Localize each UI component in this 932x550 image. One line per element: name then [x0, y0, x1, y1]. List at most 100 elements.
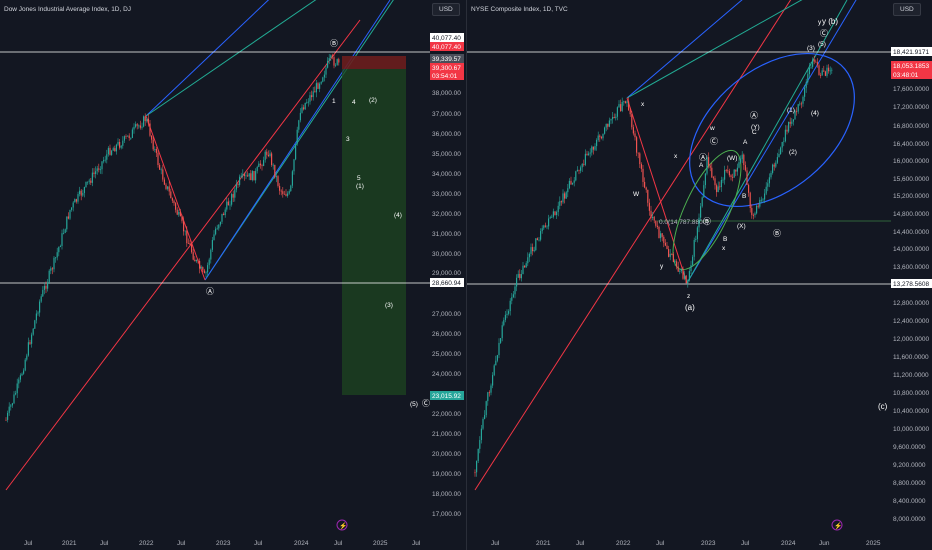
candle — [231, 194, 233, 205]
candle — [581, 163, 583, 168]
candle — [764, 193, 766, 200]
candle — [58, 247, 60, 253]
chart-title: Dow Jones Industrial Average Index, 1D, … — [4, 6, 132, 13]
candle — [794, 111, 796, 120]
candle — [168, 186, 170, 192]
candle — [773, 164, 775, 167]
channel-line-mid-2 — [686, 0, 848, 284]
candle — [549, 217, 551, 219]
candle — [34, 320, 36, 329]
candle — [10, 405, 12, 407]
candle — [784, 129, 786, 142]
wave-label-X: (X) — [737, 223, 746, 230]
candle — [106, 154, 108, 160]
candle — [696, 227, 698, 240]
price-axis-label: 14,800.0000 — [893, 211, 930, 218]
candle — [706, 157, 708, 174]
nya-chart-panel[interactable]: NYSE Composite Index, 1D, TVC USD 0.0(14… — [466, 0, 932, 550]
lightning-icon-glyph: ⚡ — [339, 522, 347, 530]
candle — [810, 66, 812, 68]
wave-label-Bb: B — [723, 236, 727, 243]
chart-title: NYSE Composite Index, 1D, TVC — [471, 6, 568, 13]
candle — [543, 225, 545, 229]
channel-line-lower — [5, 19, 361, 491]
candle — [623, 101, 625, 103]
time-axis-label: 2022 — [616, 540, 631, 547]
price-tag-price-text: 18,053.1853 — [893, 63, 930, 70]
candle — [159, 165, 161, 170]
candle — [700, 206, 702, 218]
candle — [624, 101, 626, 104]
candle — [263, 160, 265, 167]
price-axis-label: 20,000.00 — [432, 451, 461, 458]
candle — [191, 244, 193, 253]
channel-line-upper-2 — [686, 0, 857, 284]
candle — [476, 461, 478, 473]
candle — [565, 192, 567, 199]
candle — [267, 154, 269, 157]
candle — [48, 270, 50, 283]
price-axis-label: 8,000.0000 — [893, 516, 926, 523]
candle — [223, 213, 225, 216]
wave-label-w2: (2) — [369, 97, 377, 104]
wave-label-Bc: Ⓑ — [773, 229, 781, 238]
candle — [808, 67, 810, 75]
candle — [567, 188, 569, 193]
candle — [640, 164, 642, 169]
candle — [672, 254, 674, 262]
candle — [496, 355, 498, 361]
currency-button[interactable]: USD — [893, 3, 921, 16]
candle — [599, 135, 601, 137]
candle — [770, 172, 772, 178]
time-axis-label: Jul — [576, 540, 585, 547]
candle — [597, 135, 599, 141]
wave-label-A: Ⓐ — [206, 287, 214, 296]
candle — [800, 103, 802, 105]
candle — [703, 185, 705, 198]
dji-chart-panel[interactable]: Dow Jones Industrial Average Index, 1D, … — [0, 0, 466, 550]
candle — [644, 181, 646, 188]
candle — [517, 273, 519, 278]
candle — [608, 120, 610, 127]
candle — [701, 197, 703, 207]
price-tag-close-text: 39,300.67 — [432, 65, 461, 72]
dji-chart-canvas[interactable]: 38,000.00 37,000.00 36,000.00 35,000.00 34,0… — [0, 0, 466, 550]
price-tag-top_line — [891, 47, 932, 56]
candle — [237, 183, 239, 185]
candle — [637, 152, 639, 154]
candle — [226, 201, 228, 210]
time-axis-label: 2023 — [701, 540, 716, 547]
candle — [802, 96, 804, 104]
time-axis-label: 2024 — [294, 540, 309, 547]
wave-label-w5: (5) — [818, 41, 826, 48]
candle — [247, 175, 249, 177]
candle — [141, 126, 143, 128]
candle — [303, 107, 305, 110]
candle — [629, 110, 631, 115]
wave-label-yb: y (b) — [822, 17, 838, 26]
candle — [538, 239, 540, 241]
price-tag-top_line-text: 40,077.40 — [432, 35, 461, 42]
candle — [144, 116, 146, 122]
candle — [135, 124, 137, 127]
wave-label-Y: (Y) — [751, 124, 760, 131]
price-axis-label: 10,400.0000 — [893, 408, 930, 415]
wave-label-x3: x — [674, 153, 678, 160]
candle — [127, 135, 129, 137]
candle — [485, 401, 487, 416]
price-axis-label: 36,000.00 — [432, 131, 461, 138]
wave-label-Ac: A — [743, 139, 748, 146]
wave-label-w2: (2) — [789, 149, 797, 156]
candle — [583, 163, 585, 165]
candle — [61, 233, 63, 246]
currency-button[interactable]: USD — [432, 3, 460, 16]
candle — [277, 176, 279, 186]
candle — [655, 220, 657, 226]
time-axis-label: 2025 — [866, 540, 881, 547]
candle — [269, 153, 271, 157]
candle — [789, 121, 791, 124]
nya-chart-canvas[interactable]: 0.0(14,787.8800)18,000.000017,600.000017… — [467, 0, 932, 550]
candle — [95, 171, 97, 174]
candle — [335, 64, 337, 66]
candle — [43, 285, 45, 290]
